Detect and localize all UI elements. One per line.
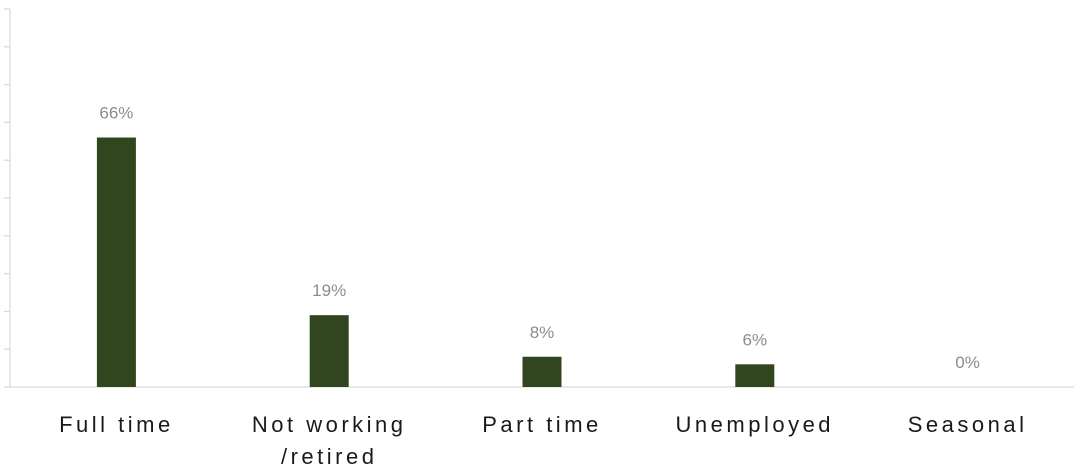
x-tick-label: Not working xyxy=(252,412,407,437)
data-label: 6% xyxy=(743,330,768,349)
bar xyxy=(96,137,136,387)
bar xyxy=(522,356,562,387)
x-tick-label: Unemployed xyxy=(676,412,835,437)
data-label: 8% xyxy=(530,323,555,342)
data-label: 0% xyxy=(955,353,980,372)
x-tick-label: Seasonal xyxy=(908,412,1028,437)
x-tick-label: Full time xyxy=(59,412,174,437)
bar xyxy=(309,315,349,387)
x-tick-label: /retired xyxy=(281,444,377,469)
bar-layer xyxy=(96,137,775,387)
data-label: 66% xyxy=(99,104,133,123)
data-label-layer: 66% 19% 8% 6% 0% xyxy=(99,104,980,372)
bar xyxy=(735,364,775,387)
category-label-layer: Full time Not working/retired Part time Une… xyxy=(59,412,1028,469)
x-tick-label: Part time xyxy=(482,412,602,437)
data-label: 19% xyxy=(312,281,346,300)
